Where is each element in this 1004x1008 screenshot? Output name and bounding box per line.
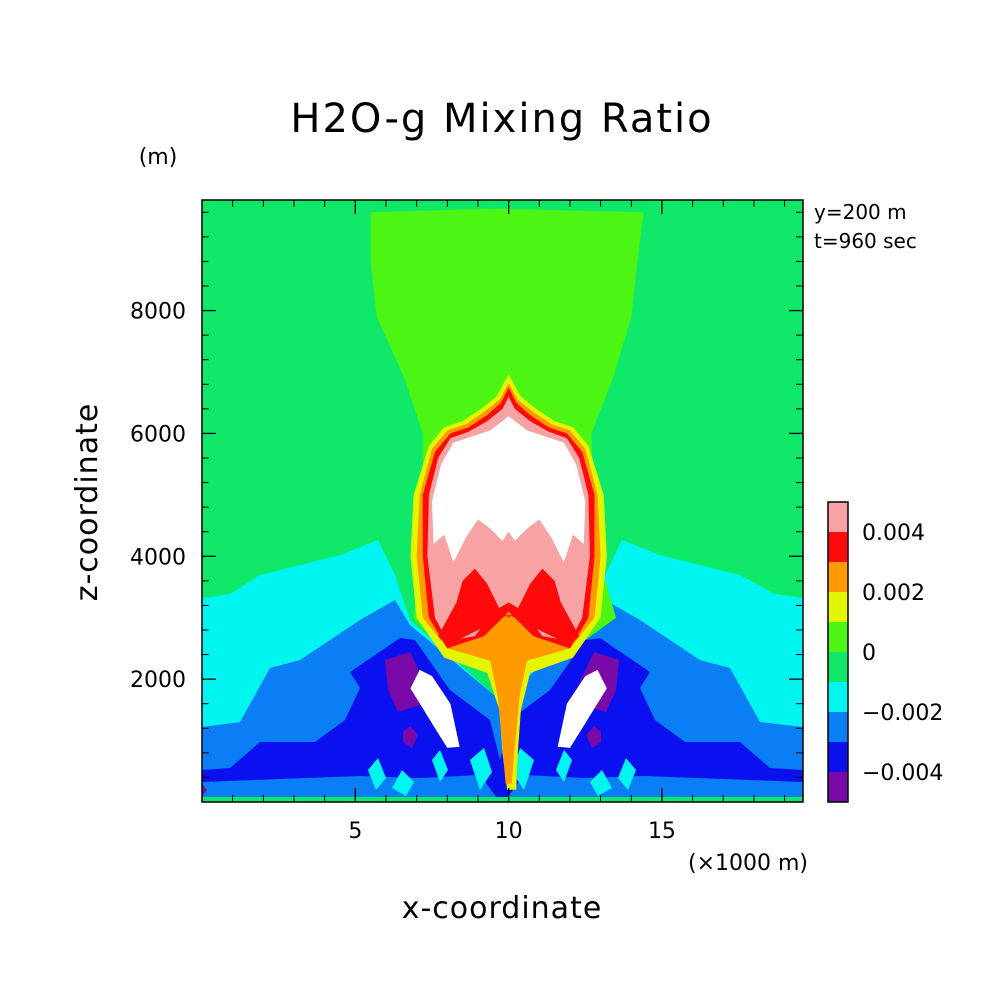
x-tick-label: 5 <box>348 819 362 844</box>
y-tick-label: 2000 <box>130 668 186 693</box>
annotation-t: t=960 sec <box>814 229 917 253</box>
colorbar-label: 0.002 <box>862 581 925 606</box>
band-region-neg-004 <box>586 726 601 748</box>
surface-layer-neg-005 <box>202 784 207 796</box>
surface-layer-neg-001 <box>368 748 636 796</box>
colorbar-swatch <box>828 652 848 682</box>
band-region-neg-003 <box>202 638 803 802</box>
x-tick-label: 10 <box>495 819 523 844</box>
y-tick-label: 8000 <box>130 300 186 325</box>
x-axis-label: x-coordinate <box>402 891 603 926</box>
y-tick-label: 6000 <box>130 422 186 447</box>
colorbar-swatch <box>828 712 848 742</box>
colorbar-swatch <box>828 772 848 802</box>
surface-layer-0-001 <box>202 797 803 802</box>
colorbar-frame <box>827 501 849 803</box>
x-axis-minor-ticks <box>232 200 786 802</box>
plot-frame <box>201 199 804 803</box>
colorbar-label: 0.004 <box>862 521 925 546</box>
x-tick-label: 15 <box>648 819 676 844</box>
colorbar-swatch <box>828 502 848 532</box>
colorbar-swatch <box>828 562 848 592</box>
surface-layer-neg-002 <box>202 775 803 802</box>
chart-title: H2O-g Mixing Ratio <box>290 96 713 142</box>
contour-region-7 <box>410 669 460 748</box>
x-axis-ticks: 5 10 15 <box>348 200 676 844</box>
y-units-label: (m) <box>139 145 178 170</box>
y-axis-minor-ticks <box>202 211 803 778</box>
band-region-neg-004 <box>403 726 418 748</box>
colorbar-swatch <box>828 592 848 622</box>
contour-region-5 <box>438 568 580 646</box>
annotation-y: y=200 m <box>814 200 907 224</box>
colorbar: −0.004 −0.002 0 0.002 0.004 <box>827 501 943 803</box>
colorbar-swatch <box>828 742 848 772</box>
colorbar-label: −0.004 <box>862 761 943 786</box>
contour-region-6 <box>432 416 586 563</box>
colorbar-label: −0.002 <box>862 701 943 726</box>
plot-area <box>202 200 803 802</box>
colorbar-swatch <box>828 682 848 712</box>
colorbar-swatch <box>828 622 848 652</box>
colorbar-swatch <box>828 532 848 562</box>
x-units-label: (×1000 m) <box>688 851 808 876</box>
contour-regions <box>370 208 644 790</box>
contour-region-8 <box>557 669 607 748</box>
colorbar-label: 0 <box>862 641 876 666</box>
y-axis-label: z-coordinate <box>70 403 105 602</box>
y-axis-ticks: 2000 4000 6000 8000 <box>130 300 803 693</box>
y-tick-label: 4000 <box>130 545 186 570</box>
